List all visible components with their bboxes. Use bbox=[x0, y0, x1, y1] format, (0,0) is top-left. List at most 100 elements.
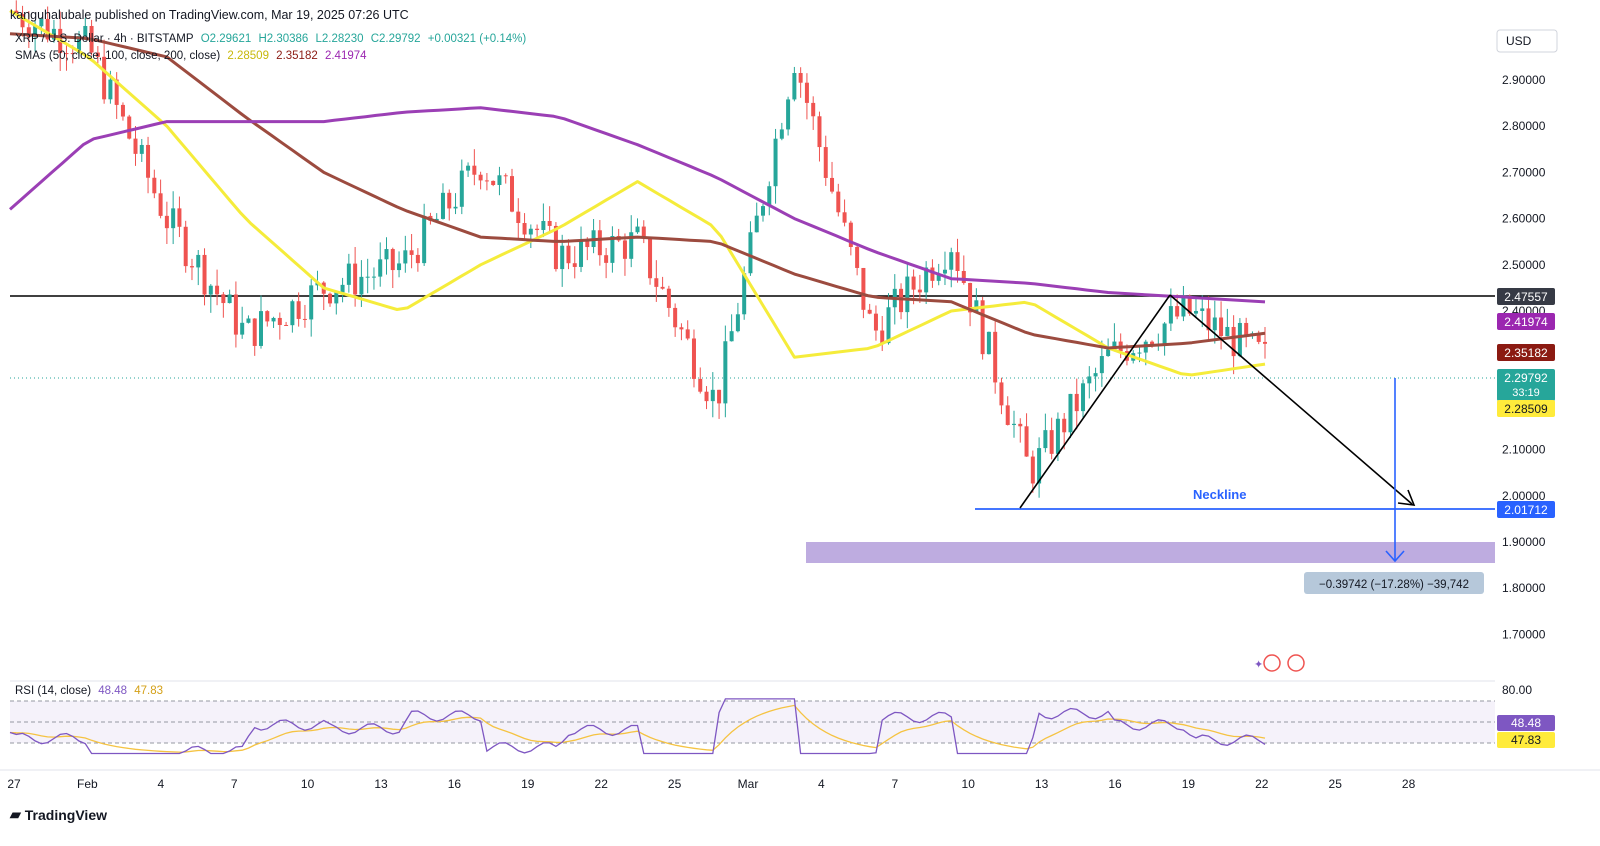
candle-body bbox=[447, 192, 452, 209]
candle-body bbox=[233, 294, 238, 335]
date-tick: 27 bbox=[7, 777, 21, 791]
rsi-value: 48.48 bbox=[98, 685, 128, 697]
date-tick: 13 bbox=[1035, 777, 1049, 791]
candle-body bbox=[1012, 423, 1016, 425]
candle-body bbox=[811, 102, 816, 117]
rsi-legend[interactable]: RSI (14, close) 48.48 47.83 bbox=[15, 685, 167, 697]
candle-body bbox=[26, 27, 31, 38]
sma50-value: 2.28509 bbox=[227, 50, 269, 62]
candle-body bbox=[1168, 306, 1173, 324]
candle-body bbox=[1024, 426, 1029, 457]
candle-body bbox=[930, 267, 935, 281]
candle-body bbox=[33, 26, 38, 38]
ohlc-open: O2.29621 bbox=[200, 33, 252, 45]
candle-body bbox=[679, 327, 684, 330]
date-tick: Feb bbox=[77, 777, 98, 791]
candle-body bbox=[371, 276, 376, 278]
candle-body bbox=[786, 99, 791, 130]
candle-body bbox=[942, 269, 947, 274]
sma-label: SMAs (50, close, 100, close, 200, close) bbox=[15, 50, 221, 62]
candle-body bbox=[1106, 349, 1111, 357]
rsi-lines bbox=[9, 698, 1266, 755]
price-tick: 1.90000 bbox=[1502, 535, 1546, 549]
candle-body bbox=[1037, 448, 1042, 484]
candle-body bbox=[823, 147, 828, 178]
candle-body bbox=[629, 232, 634, 259]
candle-body bbox=[691, 338, 696, 379]
candle-body bbox=[177, 208, 182, 227]
candle-body bbox=[365, 276, 370, 278]
candle-body bbox=[240, 322, 245, 335]
candle-body bbox=[773, 138, 778, 187]
candle-body bbox=[516, 211, 521, 224]
candle-body bbox=[560, 245, 565, 270]
candle-body bbox=[924, 267, 929, 293]
candle-body bbox=[328, 293, 333, 304]
candle-body bbox=[917, 289, 922, 293]
candle-body bbox=[164, 215, 169, 229]
tv-logo-icon: ▰ bbox=[10, 806, 21, 822]
candle-body bbox=[39, 18, 44, 27]
candle-body bbox=[390, 249, 395, 271]
candle-body bbox=[553, 225, 558, 270]
candle-body bbox=[127, 116, 132, 139]
svg-text:2.41974: 2.41974 bbox=[1504, 315, 1548, 329]
date-tick: Mar bbox=[738, 777, 759, 791]
candle-body bbox=[848, 222, 853, 248]
sma-legend[interactable]: SMAs (50, close, 100, close, 200, close)… bbox=[15, 50, 371, 62]
date-tick: 25 bbox=[1329, 777, 1343, 791]
candle-body bbox=[1206, 308, 1211, 331]
neckline-label: Neckline bbox=[1193, 487, 1246, 502]
candle-body bbox=[1263, 341, 1267, 344]
candle-body bbox=[622, 240, 627, 259]
candle-body bbox=[1093, 373, 1098, 377]
sma200-line bbox=[9, 106, 1266, 304]
candle-body bbox=[980, 300, 985, 355]
candle-body bbox=[547, 220, 552, 226]
price-pane[interactable] bbox=[10, 28, 1495, 680]
candle-body bbox=[936, 273, 941, 281]
candle-body bbox=[415, 254, 420, 264]
tradingview-logo[interactable]: ▰ TradingView bbox=[10, 806, 107, 823]
candle-body bbox=[1005, 405, 1010, 425]
candle-body bbox=[158, 193, 163, 216]
candle-body bbox=[271, 317, 276, 322]
candle-body bbox=[152, 177, 157, 194]
candle-body bbox=[830, 177, 835, 192]
candle-body bbox=[409, 250, 414, 255]
candle-body bbox=[491, 180, 496, 185]
candle-body bbox=[710, 389, 715, 402]
sma200-value: 2.41974 bbox=[324, 50, 367, 62]
candle-body bbox=[359, 276, 364, 295]
date-axis[interactable]: 27 Feb 4 7 10 13 16 19 22 25 Mar 4 7 10 13 16 19 22 25 28 bbox=[7, 777, 1415, 791]
candle-body bbox=[817, 116, 822, 148]
candle-body bbox=[1225, 326, 1230, 337]
measure-label: −0.39742 (−17.28%) −39,742 bbox=[1319, 579, 1469, 591]
candle-body bbox=[861, 267, 866, 310]
price-tick: 2.90000 bbox=[1502, 73, 1546, 87]
ohlc-high: H2.30386 bbox=[258, 33, 309, 45]
candle-body bbox=[974, 300, 979, 313]
candle-body bbox=[566, 245, 571, 264]
symbol-title: XRP / U.S. Dollar · 4h · BITSTAMP bbox=[15, 33, 194, 45]
candle-body bbox=[403, 250, 408, 264]
candle-body bbox=[597, 230, 602, 256]
candle-body bbox=[1219, 317, 1224, 337]
candle-body bbox=[171, 208, 176, 229]
candle-body bbox=[535, 228, 540, 231]
date-tick: 13 bbox=[374, 777, 388, 791]
candle-body bbox=[189, 266, 194, 268]
candle-body bbox=[1018, 423, 1023, 427]
currency-box bbox=[1496, 29, 1558, 53]
candle-body bbox=[729, 331, 734, 342]
date-tick: 7 bbox=[891, 777, 898, 791]
candle-body bbox=[704, 391, 709, 402]
tag-sma50: 2.28509 bbox=[1497, 400, 1555, 417]
candle-body bbox=[20, 14, 25, 28]
economic-events-icon[interactable]: ✦ bbox=[1254, 654, 1305, 672]
rsi-ma-line bbox=[9, 704, 1266, 753]
candle-body bbox=[290, 301, 295, 326]
symbol-legend[interactable]: XRP / U.S. Dollar · 4h · BITSTAMP O2.296… bbox=[15, 33, 530, 45]
currency-label[interactable]: USD bbox=[1506, 34, 1532, 48]
rsi-pane[interactable] bbox=[10, 700, 1495, 744]
